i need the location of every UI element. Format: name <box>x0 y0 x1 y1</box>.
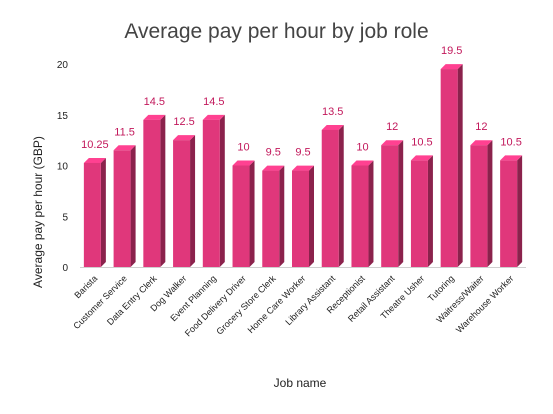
data-label: 10 <box>356 142 368 154</box>
bar <box>410 155 433 267</box>
y-tick-label: 0 <box>62 263 68 274</box>
bar <box>351 160 374 267</box>
data-label: 12.5 <box>173 116 194 128</box>
bar-top <box>262 165 285 171</box>
bar-front <box>232 165 250 267</box>
bar-front <box>113 150 131 267</box>
bar <box>83 157 106 267</box>
data-label: 10.5 <box>500 136 521 148</box>
bar-front <box>321 129 339 267</box>
data-label: 12 <box>475 121 487 133</box>
bar-front <box>292 170 309 267</box>
data-label: 13.5 <box>322 106 343 118</box>
bar-top <box>202 114 225 120</box>
bar-top <box>292 165 314 171</box>
bar <box>470 140 493 267</box>
y-tick-label: 15 <box>57 111 69 122</box>
bar-front <box>470 145 488 267</box>
bar-top <box>173 135 196 141</box>
data-label: 9.5 <box>266 147 281 159</box>
bar-front <box>83 162 101 267</box>
y-axis-label: Average pay per hour (GBP) <box>31 136 45 288</box>
bar-top <box>143 114 166 120</box>
bar-side <box>517 155 523 267</box>
data-label: 14.5 <box>203 96 224 108</box>
data-label: 14.5 <box>144 96 165 108</box>
data-label: 10 <box>237 142 249 154</box>
data-label: 19.5 <box>441 45 462 57</box>
chart-title: Average pay per hour by job role <box>124 20 429 43</box>
bar-front <box>173 140 191 267</box>
bar <box>292 165 314 267</box>
y-tick-label: 10 <box>57 162 69 173</box>
bar <box>173 135 196 267</box>
bar-top <box>321 124 344 130</box>
bar <box>202 114 225 267</box>
bar-front <box>500 160 518 267</box>
bar-top <box>232 160 255 166</box>
bar-top <box>470 140 493 146</box>
x-tick-label: Warehouse Worker <box>454 273 516 335</box>
y-tick-label: 20 <box>57 60 69 71</box>
data-label: 10.25 <box>81 139 109 151</box>
x-tick-label: Barista <box>72 273 99 300</box>
bar-side <box>338 124 344 267</box>
bar-front <box>410 160 428 267</box>
bar-side <box>100 157 106 267</box>
bar-side <box>130 145 136 267</box>
y-tick-label: 5 <box>62 212 68 223</box>
bar <box>113 145 136 267</box>
bar-side <box>427 155 433 267</box>
data-label: 9.5 <box>295 147 310 159</box>
bar-front <box>202 119 220 267</box>
bar <box>232 160 255 267</box>
bar <box>381 140 404 267</box>
bar-side <box>368 160 374 267</box>
x-axis-label: Job name <box>273 376 327 390</box>
data-label: 12 <box>386 121 398 133</box>
bar <box>440 64 463 267</box>
bar-side <box>309 165 314 267</box>
bar-side <box>457 64 463 267</box>
bar-side <box>279 165 285 267</box>
bar-side <box>249 160 255 267</box>
bar-front <box>143 119 161 267</box>
bar-side <box>398 140 404 267</box>
bar-side <box>160 114 166 267</box>
bar <box>500 155 523 267</box>
bar-top <box>410 155 433 161</box>
x-tick-label: Tutoring <box>426 273 456 303</box>
bar-front <box>262 170 280 267</box>
bar-top <box>381 140 404 146</box>
bar-top <box>113 145 136 151</box>
bar <box>321 124 344 267</box>
bar-side <box>190 135 196 267</box>
bar-top <box>83 157 106 163</box>
bar <box>143 114 166 267</box>
x-tick-label: Customer Service <box>71 273 129 331</box>
bar-side <box>219 114 225 267</box>
bar-front <box>351 165 369 267</box>
bar-top <box>500 155 523 161</box>
bar-top <box>351 160 374 166</box>
data-label: 11.5 <box>114 126 135 138</box>
bar-front <box>440 69 458 267</box>
data-label: 10.5 <box>411 136 432 148</box>
bar-top <box>440 64 463 70</box>
bar-side <box>487 140 493 267</box>
bar-front <box>381 145 399 267</box>
bar <box>262 165 285 267</box>
